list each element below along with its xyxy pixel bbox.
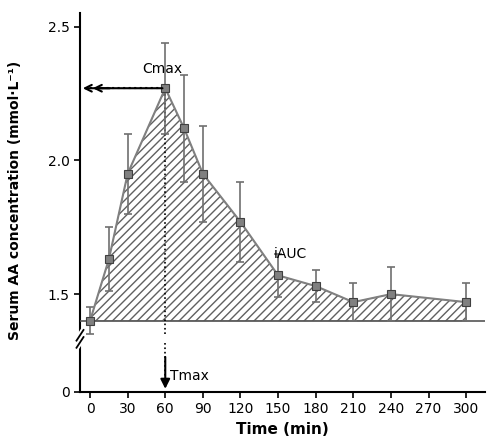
Text: iAUC: iAUC <box>274 247 308 261</box>
Text: Cmax: Cmax <box>142 62 183 76</box>
X-axis label: Time (min): Time (min) <box>236 421 329 437</box>
Text: Serum AA concentration (mmol·L⁻¹): Serum AA concentration (mmol·L⁻¹) <box>8 61 22 340</box>
Text: Tmax: Tmax <box>170 368 209 383</box>
